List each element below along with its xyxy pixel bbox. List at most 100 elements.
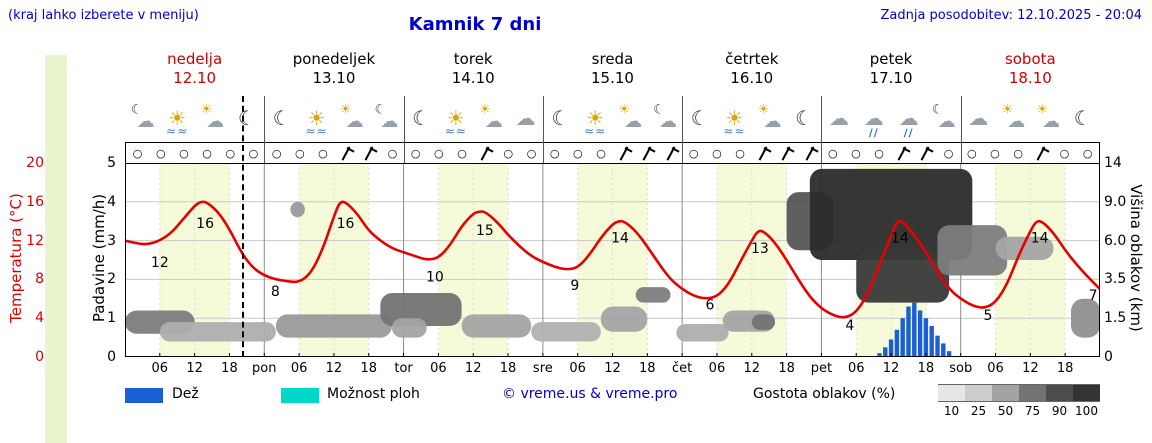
x-tick: 06: [290, 361, 308, 376]
x-tick: 06: [847, 361, 865, 376]
calm-wind-icon: ○: [1082, 146, 1093, 160]
calm-wind-icon: ○: [457, 146, 467, 160]
axis-tick: 4: [35, 310, 44, 327]
day-header: ponedeljek 13.10: [264, 50, 403, 88]
icon-slot: ☾: [229, 94, 264, 142]
calm-wind-icon: ○: [688, 146, 699, 160]
calm-wind-icon: ○: [549, 146, 560, 160]
wind-slot: ○: [937, 143, 960, 163]
cloud-moon-icon: ☾ ☁: [931, 102, 956, 133]
icon-slot: ☾ ☁: [125, 94, 160, 142]
svg-text:5: 5: [984, 308, 993, 324]
page-title: Kamnik 7 dni: [408, 14, 542, 35]
x-tick: 06: [430, 361, 447, 376]
axis-tick: 5: [107, 155, 116, 171]
fog-sun-icon: ☀ ≈≈: [584, 106, 607, 139]
wind-slot: ○: [381, 143, 404, 163]
x-tick: 18: [639, 361, 656, 376]
axis-tick: 3: [107, 232, 116, 249]
sun-cloud-icon: ☀ ☁: [757, 102, 782, 133]
x-tick: tor: [394, 361, 413, 376]
density-swatch: [938, 384, 965, 402]
wind-slot: [474, 143, 497, 163]
calm-wind-icon: ○: [503, 146, 514, 160]
x-tick: 18: [778, 361, 795, 376]
svg-text:14: 14: [1031, 231, 1049, 247]
day-separator: [403, 96, 405, 163]
calm-wind-icon: ○: [990, 146, 1000, 160]
wind-slot: [775, 143, 798, 163]
calm-wind-icon: ○: [387, 146, 398, 160]
fog-sun-icon: ☀ ≈≈: [305, 106, 328, 139]
icon-slot: ☁//: [891, 94, 926, 142]
day-header-row: nedelja 12.10 ponedeljek 13.10 torek 14.10 sre…: [125, 50, 1100, 88]
day-header: torek 14.10: [404, 50, 543, 88]
day-header: nedelja 12.10: [125, 50, 264, 88]
wind-slot: ○: [868, 143, 891, 163]
moon-icon: ☾: [551, 106, 570, 130]
calm-wind-icon: ○: [526, 146, 537, 160]
calm-wind-icon: ○: [1013, 146, 1023, 160]
showers-legend-swatch: [281, 388, 319, 403]
icon-slot: ☾: [1065, 94, 1100, 142]
wind-barb-icon: [663, 145, 679, 161]
icon-slot: ☀ ☁: [1031, 94, 1066, 142]
wind-slot: ○: [427, 143, 450, 163]
wind-barb-icon: [894, 145, 910, 161]
wind-slot: [636, 143, 659, 163]
sun-cloud-icon: ☀ ☁: [1001, 102, 1026, 133]
calm-wind-icon: ○: [155, 146, 166, 160]
calm-wind-icon: ○: [943, 146, 954, 160]
wind-barb-icon: [1033, 145, 1049, 161]
cloud-icon: ☁: [968, 106, 989, 130]
wind-slot: ○: [983, 143, 1006, 163]
wind-slot: [752, 143, 775, 163]
rain-legend-label: Dež: [172, 386, 199, 402]
x-tick: 12: [743, 361, 761, 376]
wind-slot: [335, 143, 358, 163]
wind-slot: [358, 143, 381, 163]
fog-sun-icon: ☀ ≈≈: [444, 106, 467, 139]
wind-slot: ○: [219, 143, 242, 163]
axis-tick: 3.5: [1104, 271, 1127, 288]
svg-text:13: 13: [751, 241, 769, 257]
x-tick: 12: [325, 361, 343, 376]
axis-tick: 0: [1104, 349, 1113, 365]
axis-tick: 6.0: [1104, 232, 1127, 249]
wind-barb-icon: [477, 145, 493, 161]
icon-slot: ☀ ☁: [334, 94, 369, 142]
wind-slot: [613, 143, 636, 163]
calm-wind-icon: ○: [132, 146, 143, 160]
calm-wind-icon: ○: [827, 146, 838, 160]
svg-text:6: 6: [706, 297, 715, 313]
wind-slot: ○: [497, 143, 520, 163]
wind-slot: ○: [566, 143, 589, 163]
wind-slot: ○: [821, 143, 844, 163]
svg-text:4: 4: [845, 318, 854, 334]
location-hint: (kraj lahko izberete v meniju): [8, 8, 199, 23]
day-separator: [682, 96, 684, 163]
calm-wind-icon: ○: [202, 146, 212, 160]
x-tick: 12: [604, 361, 621, 376]
wind-slot: ○: [1076, 143, 1099, 163]
density-step: 50: [992, 384, 1019, 418]
x-tick: 12: [186, 361, 203, 376]
day-date: 13.10: [312, 69, 356, 87]
temp-axis-label: Temperatura (°C): [7, 193, 25, 323]
x-tick: pon: [252, 361, 277, 376]
wind-slot: ○: [960, 143, 983, 163]
left-accent-strip: [45, 55, 67, 443]
wind-slot: ○: [844, 143, 867, 163]
density-step-label: 10: [943, 404, 960, 418]
density-swatch: [965, 384, 992, 402]
calm-wind-icon: ○: [1059, 146, 1070, 160]
svg-text:8: 8: [271, 284, 280, 300]
x-tick: 18: [499, 361, 517, 376]
icon-slot: ☾: [787, 94, 822, 142]
day-separator: [821, 96, 823, 163]
wind-slot: ○: [450, 143, 473, 163]
wind-slot: ○: [172, 143, 195, 163]
calm-wind-icon: ○: [712, 146, 722, 160]
copyright-link[interactable]: © vreme.us & vreme.pro: [502, 386, 678, 402]
calm-wind-icon: ○: [874, 146, 884, 160]
